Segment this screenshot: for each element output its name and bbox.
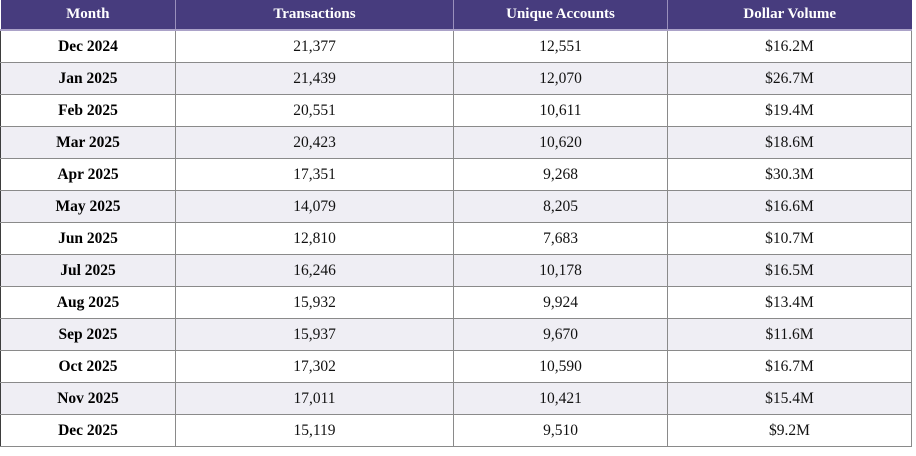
table-row: Jul 2025 16,246 10,178 $16.5M xyxy=(0,254,912,287)
cell-transactions: 17,302 xyxy=(175,350,454,383)
cell-transactions: 15,937 xyxy=(175,318,454,351)
cell-month: Nov 2025 xyxy=(0,382,176,415)
cell-unique-accounts: 9,924 xyxy=(453,286,668,319)
column-header-transactions: Transactions xyxy=(175,0,454,31)
cell-dollar-volume: $16.2M xyxy=(667,29,912,63)
cell-month: Mar 2025 xyxy=(0,126,176,159)
table-row: Dec 2025 15,119 9,510 $9.2M xyxy=(0,414,912,447)
cell-unique-accounts: 9,510 xyxy=(453,414,668,447)
cell-dollar-volume: $10.7M xyxy=(667,222,912,255)
cell-transactions: 16,246 xyxy=(175,254,454,287)
cell-transactions: 12,810 xyxy=(175,222,454,255)
cell-transactions: 14,079 xyxy=(175,190,454,223)
table-row: Dec 2024 21,377 12,551 $16.2M xyxy=(0,29,912,63)
cell-transactions: 15,119 xyxy=(175,414,454,447)
cell-transactions: 20,423 xyxy=(175,126,454,159)
cell-unique-accounts: 8,205 xyxy=(453,190,668,223)
table-row: Feb 2025 20,551 10,611 $19.4M xyxy=(0,94,912,127)
table-row: Oct 2025 17,302 10,590 $16.7M xyxy=(0,350,912,383)
cell-transactions: 15,932 xyxy=(175,286,454,319)
cell-transactions: 17,351 xyxy=(175,158,454,191)
cell-unique-accounts: 12,070 xyxy=(453,62,668,95)
header-row: Month Transactions Unique Accounts Dolla… xyxy=(0,0,912,31)
cell-unique-accounts: 10,421 xyxy=(453,382,668,415)
cell-transactions: 17,011 xyxy=(175,382,454,415)
cell-month: Sep 2025 xyxy=(0,318,176,351)
cell-dollar-volume: $19.4M xyxy=(667,94,912,127)
cell-unique-accounts: 10,611 xyxy=(453,94,668,127)
cell-month: Apr 2025 xyxy=(0,158,176,191)
table-row: May 2025 14,079 8,205 $16.6M xyxy=(0,190,912,223)
cell-unique-accounts: 9,268 xyxy=(453,158,668,191)
cell-dollar-volume: $16.5M xyxy=(667,254,912,287)
table-row: Mar 2025 20,423 10,620 $18.6M xyxy=(0,126,912,159)
cell-dollar-volume: $9.2M xyxy=(667,414,912,447)
cell-month: Feb 2025 xyxy=(0,94,176,127)
table-row: Nov 2025 17,011 10,421 $15.4M xyxy=(0,382,912,415)
cell-transactions: 20,551 xyxy=(175,94,454,127)
cell-month: Jan 2025 xyxy=(0,62,176,95)
column-header-month: Month xyxy=(0,0,176,31)
cell-unique-accounts: 9,670 xyxy=(453,318,668,351)
table-row: Sep 2025 15,937 9,670 $11.6M xyxy=(0,318,912,351)
cell-month: Dec 2024 xyxy=(0,29,176,63)
cell-dollar-volume: $11.6M xyxy=(667,318,912,351)
cell-month: Jun 2025 xyxy=(0,222,176,255)
cell-month: May 2025 xyxy=(0,190,176,223)
cell-transactions: 21,439 xyxy=(175,62,454,95)
cell-transactions: 21,377 xyxy=(175,29,454,63)
cell-dollar-volume: $16.7M xyxy=(667,350,912,383)
cell-unique-accounts: 12,551 xyxy=(453,29,668,63)
cell-month: Dec 2025 xyxy=(0,414,176,447)
cell-unique-accounts: 10,620 xyxy=(453,126,668,159)
cell-dollar-volume: $16.6M xyxy=(667,190,912,223)
cell-month: Oct 2025 xyxy=(0,350,176,383)
cell-dollar-volume: $30.3M xyxy=(667,158,912,191)
table-row: Jun 2025 12,810 7,683 $10.7M xyxy=(0,222,912,255)
cell-month: Aug 2025 xyxy=(0,286,176,319)
table-row: Apr 2025 17,351 9,268 $30.3M xyxy=(0,158,912,191)
cell-dollar-volume: $15.4M xyxy=(667,382,912,415)
cell-unique-accounts: 7,683 xyxy=(453,222,668,255)
cell-dollar-volume: $26.7M xyxy=(667,62,912,95)
table-row: Jan 2025 21,439 12,070 $26.7M xyxy=(0,62,912,95)
cell-dollar-volume: $18.6M xyxy=(667,126,912,159)
table-body: Dec 2024 21,377 12,551 $16.2M Jan 2025 21,439… xyxy=(0,29,912,447)
cell-month: Jul 2025 xyxy=(0,254,176,287)
cell-unique-accounts: 10,178 xyxy=(453,254,668,287)
cell-unique-accounts: 10,590 xyxy=(453,350,668,383)
table-row: Aug 2025 15,932 9,924 $13.4M xyxy=(0,286,912,319)
cell-dollar-volume: $13.4M xyxy=(667,286,912,319)
monthly-activity-table: Month Transactions Unique Accounts Dolla… xyxy=(0,0,912,447)
column-header-unique-accounts: Unique Accounts xyxy=(453,0,668,31)
column-header-dollar-volume: Dollar Volume xyxy=(667,0,912,31)
